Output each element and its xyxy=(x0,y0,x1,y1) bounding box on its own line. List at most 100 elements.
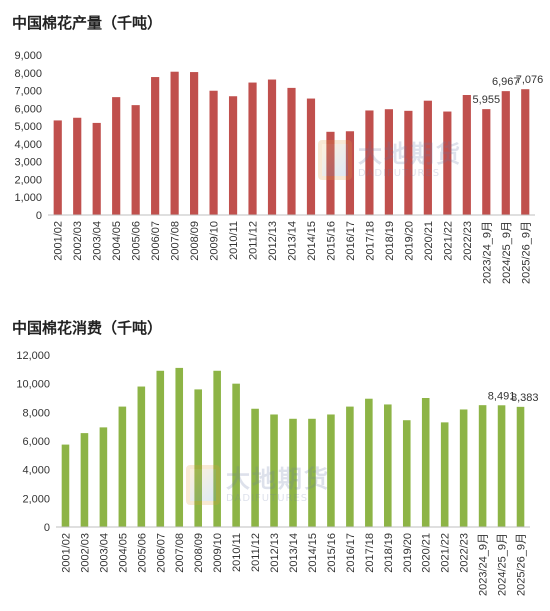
y-tick-label: 12,000 xyxy=(16,350,50,362)
y-tick-label: 5,000 xyxy=(14,121,42,133)
bar xyxy=(92,122,101,215)
bar xyxy=(440,422,449,527)
x-tick-label: 2007/08 xyxy=(170,221,182,261)
x-tick-label: 2012/13 xyxy=(267,221,279,261)
y-tick-label: 7,000 xyxy=(14,86,42,98)
x-tick-label: 2001/02 xyxy=(53,221,65,261)
x-tick-label: 2011/12 xyxy=(248,221,260,260)
bar xyxy=(501,91,510,215)
x-tick-label: 2013/14 xyxy=(288,533,300,573)
x-tick-label: 2005/06 xyxy=(131,221,143,261)
x-tick-label: 2002/03 xyxy=(79,533,91,573)
bar xyxy=(423,100,432,215)
bar xyxy=(289,418,297,527)
bar xyxy=(112,97,121,215)
y-tick-label: 2,000 xyxy=(14,174,42,186)
x-tick-label: 2025/26_9月 xyxy=(516,533,528,596)
bar xyxy=(251,408,259,527)
bar xyxy=(190,72,199,215)
y-tick-label: 6,000 xyxy=(22,436,50,448)
x-tick-label: 2020/21 xyxy=(421,533,433,573)
bar xyxy=(287,87,296,215)
x-tick-label: 2020/21 xyxy=(423,221,435,261)
x-tick-label: 2023/24_9月 xyxy=(478,533,490,596)
x-tick-label: 2025/26_9月 xyxy=(520,221,532,284)
x-tick-label: 2015/16 xyxy=(325,221,337,261)
bar xyxy=(306,98,316,215)
x-tick-label: 2003/04 xyxy=(92,221,104,261)
bar xyxy=(248,82,257,215)
x-tick-label: 2007/08 xyxy=(174,533,186,573)
x-tick-label: 2021/22 xyxy=(440,533,452,573)
x-tick-label: 2004/05 xyxy=(111,221,123,261)
bar xyxy=(232,383,240,527)
data-label: 5,955 xyxy=(473,94,501,106)
consumption-chart-title: 中国棉花消费（千吨） xyxy=(12,319,163,337)
y-tick-label: 3,000 xyxy=(14,157,42,169)
bar xyxy=(308,418,316,527)
x-tick-label: 2019/20 xyxy=(403,221,415,261)
bar xyxy=(459,409,468,527)
bar xyxy=(365,110,374,215)
bar xyxy=(365,398,373,527)
bar xyxy=(270,414,278,527)
x-tick-label: 2003/04 xyxy=(98,533,110,573)
x-tick-label: 2008/09 xyxy=(193,533,205,573)
y-tick-label: 1,000 xyxy=(14,192,42,204)
y-tick-label: 2,000 xyxy=(22,493,50,505)
y-tick-label: 8,000 xyxy=(22,407,50,419)
y-tick-label: 0 xyxy=(36,210,42,222)
bar xyxy=(151,77,160,216)
bar xyxy=(209,90,218,215)
bar xyxy=(170,71,179,215)
y-tick-label: 8,000 xyxy=(14,68,42,80)
bar xyxy=(99,427,108,527)
bar xyxy=(404,110,413,215)
x-tick-label: 2016/17 xyxy=(345,533,357,573)
bar xyxy=(118,406,127,527)
production-chart-title: 中国棉花产量（千吨） xyxy=(12,14,163,32)
consumption-chart-plot: 0 2,000 4,000 6,000 8,000 10,000 12,000 2001/02… xyxy=(16,350,538,596)
bar xyxy=(228,96,238,215)
bar xyxy=(443,111,452,215)
bar xyxy=(516,406,525,527)
data-label: 8,491 xyxy=(488,390,516,402)
data-label: 6,967 xyxy=(492,76,520,88)
x-tick-label: 2008/09 xyxy=(189,221,201,261)
y-tick-label: 4,000 xyxy=(14,139,42,151)
x-tick-label: 2022/23 xyxy=(462,221,474,261)
x-tick-label: 2017/18 xyxy=(364,221,376,261)
x-tick-label: 2012/13 xyxy=(269,533,281,573)
bar xyxy=(73,117,82,215)
y-tick-label: 6,000 xyxy=(14,103,42,115)
bar xyxy=(384,404,392,527)
x-tick-label: 2015/16 xyxy=(326,533,338,573)
x-tick-label: 2010/11 xyxy=(228,221,240,260)
x-tick-label: 2014/15 xyxy=(306,221,318,261)
x-tick-label: 2001/02 xyxy=(60,533,72,573)
bar xyxy=(156,370,165,527)
x-tick-label: 2021/22 xyxy=(442,221,454,261)
x-tick-label: 2018/19 xyxy=(384,221,396,261)
x-tick-label: 2010/11 xyxy=(231,533,243,572)
x-tick-label: 2002/03 xyxy=(72,221,84,261)
bar xyxy=(384,109,393,215)
production-chart-panel: 中国棉花产量（千吨） 0 1,000 2,000 3,000 4,000 5,000 6,0… xyxy=(0,0,550,305)
x-tick-label: 2006/07 xyxy=(155,533,167,573)
x-tick-label: 2019/20 xyxy=(402,533,414,573)
production-chart-plot: 0 1,000 2,000 3,000 4,000 5,000 6,000 7,000 8,00… xyxy=(14,50,544,284)
bar xyxy=(326,131,335,215)
y-tick-label: 9,000 xyxy=(14,50,42,62)
bar xyxy=(175,367,184,527)
bar xyxy=(462,95,471,215)
data-label: 7,076 xyxy=(516,74,544,86)
x-tick-label: 2004/05 xyxy=(117,533,129,573)
y-tick-label: 4,000 xyxy=(22,465,50,477)
bar xyxy=(402,420,411,527)
y-tick-label: 10,000 xyxy=(16,379,50,391)
bar xyxy=(194,389,202,527)
bar xyxy=(131,105,140,215)
bar xyxy=(80,433,89,527)
bar xyxy=(137,386,146,527)
bar xyxy=(327,414,335,527)
